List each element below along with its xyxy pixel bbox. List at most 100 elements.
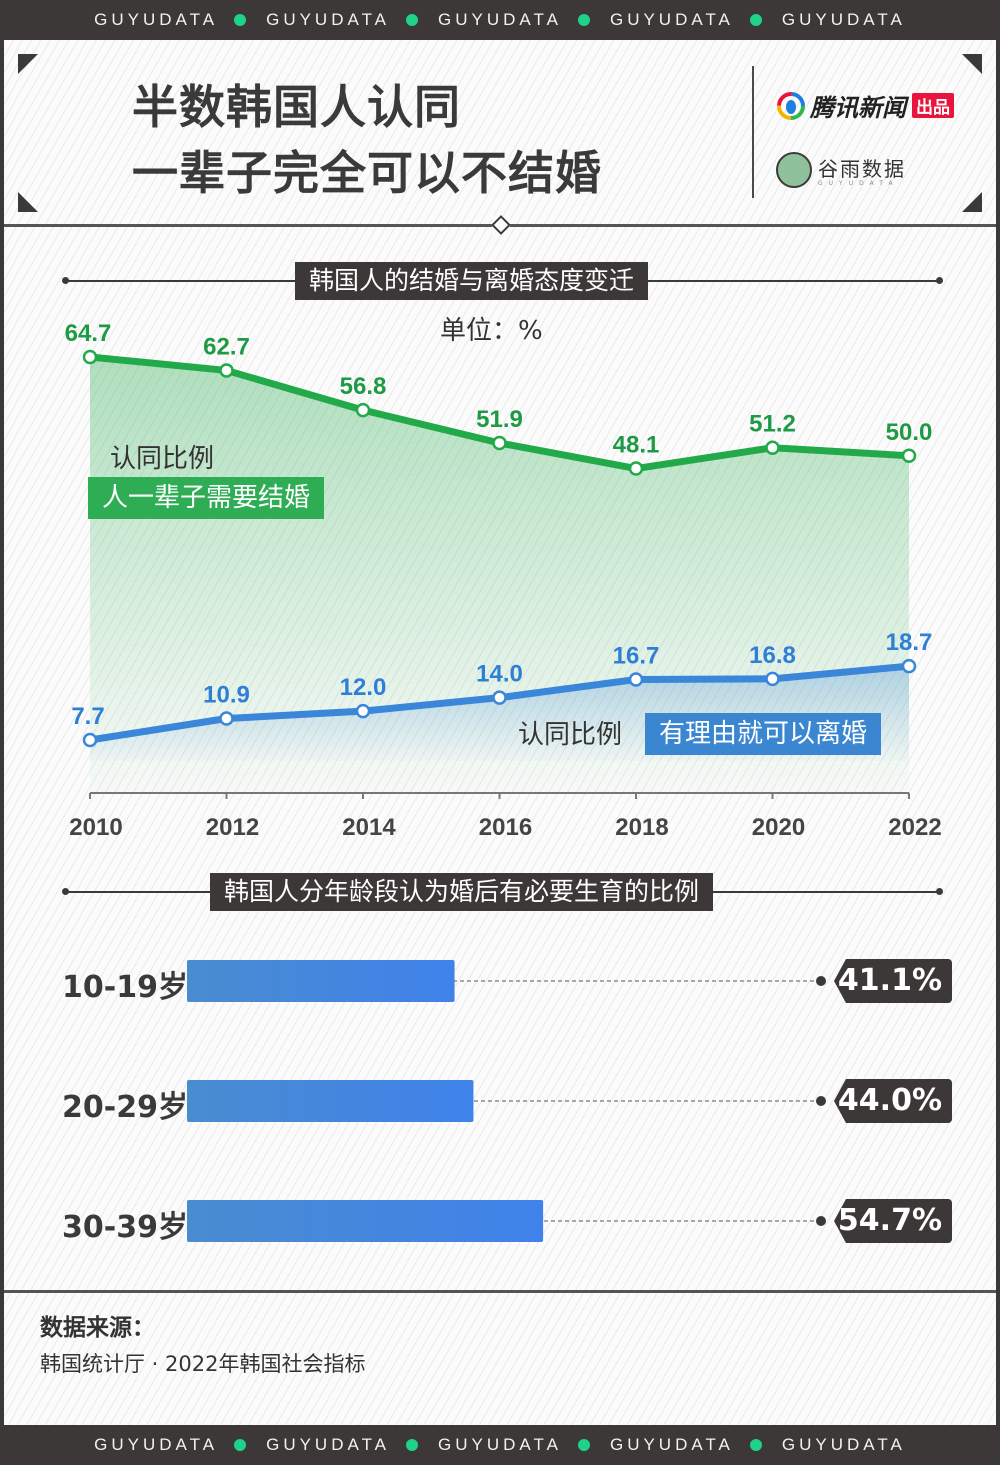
band-item: GUYUDATA — [266, 10, 438, 30]
data-point — [219, 711, 234, 726]
rule-end-dot — [62, 277, 69, 284]
guyu-en-label: GUYUDATA — [818, 180, 899, 187]
green-dot-icon — [577, 14, 590, 26]
age-group-label: 10-19岁 — [62, 970, 188, 1005]
bottom-brand-band: GUYUDATA GUYUDATA GUYUDATA GUYUDATA GUYU… — [0, 1425, 1000, 1465]
green-legend-label: 人一辈子需要结婚 — [88, 477, 325, 519]
band-word: GUYUDATA — [94, 1435, 219, 1454]
band-word: GUYUDATA — [266, 10, 391, 29]
header-divider — [752, 66, 754, 198]
tag-dot-icon — [816, 1096, 826, 1106]
x-tick-label: 2020 — [752, 814, 805, 840]
data-point — [355, 402, 371, 418]
band-item: GUYUDATA — [266, 1435, 438, 1455]
corner-triangle-icon — [18, 192, 38, 212]
green-legend-caption: 认同比例 — [110, 444, 215, 474]
band-word: GUYUDATA — [94, 10, 219, 29]
tencent-news-label: 腾讯新闻 — [810, 94, 906, 122]
data-label: 64.7 — [65, 320, 112, 347]
data-label: 10.9 — [203, 681, 250, 708]
data-label: 16.7 — [613, 643, 660, 670]
data-point — [492, 690, 507, 705]
tag-dot-icon — [816, 1216, 826, 1226]
data-label: 51.9 — [476, 406, 523, 433]
data-point — [82, 349, 98, 365]
rule-end-dot — [62, 888, 69, 895]
source-label: 数据来源： — [40, 1315, 155, 1341]
x-tick-label: 2018 — [615, 814, 668, 840]
band-item: GUYUDATA — [610, 1435, 782, 1455]
blue-legend-label: 有理由就可以离婚 — [645, 713, 882, 755]
bird-icon — [776, 152, 812, 188]
data-point — [492, 435, 507, 451]
tencent-news-logo: 腾讯新闻 出品 — [776, 88, 954, 123]
x-tick-label: 2010 — [69, 814, 122, 840]
bar-chart-title: 韩国人分年龄段认为婚后有必要生育的比例 — [210, 873, 714, 911]
band-item: GUYUDATA — [94, 1435, 266, 1455]
source-text: 韩国统计厅 · 2022年韩国社会指标 — [40, 1352, 366, 1376]
green-dot-icon — [234, 14, 247, 26]
band-word: GUYUDATA — [438, 10, 562, 29]
green-dot-icon — [749, 1439, 762, 1451]
data-point — [628, 461, 644, 476]
band-word: GUYUDATA — [781, 10, 906, 29]
band-word: GUYUDATA — [609, 1435, 734, 1454]
data-point — [765, 671, 780, 687]
data-point — [82, 732, 98, 748]
x-tick-label: 2014 — [342, 814, 396, 840]
guyu-cn-label: 谷雨数据 — [818, 157, 906, 181]
title-line-2: 一辈子完全可以不结婚 — [132, 146, 602, 200]
x-tick-label: 2022 — [888, 814, 941, 840]
corner-triangle-icon — [18, 54, 38, 74]
age-group-label: 30-39岁 — [62, 1210, 188, 1245]
green-dot-icon — [234, 1439, 247, 1451]
data-label: 51.2 — [749, 411, 796, 438]
green-dot-icon — [577, 1439, 590, 1451]
data-label: 7.7 — [71, 703, 104, 730]
data-point — [355, 703, 371, 719]
data-label: 62.7 — [203, 333, 250, 360]
data-point — [219, 363, 234, 378]
band-word: GUYUDATA — [438, 1435, 562, 1454]
footer-divider — [4, 1290, 996, 1293]
data-label: 50.0 — [886, 419, 933, 446]
tencent-news-icon — [777, 91, 805, 120]
band-item: GUYUDATA — [438, 10, 610, 30]
green-dot-icon — [749, 14, 762, 26]
band-item: GUYUDATA — [782, 1435, 906, 1455]
green-dot-icon — [406, 1439, 419, 1451]
data-label: 56.8 — [340, 373, 387, 400]
infographic-paper: 半数韩国人认同 一辈子完全可以不结婚 腾讯新闻 出品 谷雨数据 GUYUDATA… — [4, 40, 996, 1425]
guyu-data-logo: 谷雨数据 GUYUDATA — [776, 152, 906, 188]
value-tag: 41.1% — [834, 959, 952, 1003]
rule-end-dot — [936, 277, 943, 284]
band-item: GUYUDATA — [438, 1435, 610, 1455]
bar — [187, 1080, 474, 1122]
band-word: GUYUDATA — [781, 1435, 906, 1454]
title-line-1: 半数韩国人认同 — [132, 80, 461, 134]
green-dot-icon — [406, 14, 419, 26]
age-group-label: 20-29岁 — [62, 1090, 188, 1125]
blue-legend-caption: 认同比例 — [518, 720, 623, 750]
data-point — [901, 658, 917, 674]
data-point — [628, 672, 644, 687]
data-label: 12.0 — [340, 674, 387, 701]
corner-triangle-icon — [962, 192, 982, 212]
value-tag: 54.7% — [834, 1199, 952, 1243]
data-label: 18.7 — [886, 629, 933, 656]
bar — [187, 960, 455, 1002]
corner-triangle-icon — [962, 54, 982, 74]
rule-end-dot — [936, 888, 943, 895]
x-tick-label: 2016 — [479, 814, 532, 840]
data-label: 14.0 — [476, 661, 523, 688]
x-tick-label: 2012 — [206, 814, 259, 840]
data-point — [901, 448, 917, 464]
top-brand-band: GUYUDATA GUYUDATA GUYUDATA GUYUDATA GUYU… — [0, 0, 1000, 40]
line-chart-title: 韩国人的结婚与离婚态度变迁 — [295, 262, 649, 300]
data-label: 16.8 — [749, 642, 796, 669]
data-point — [765, 440, 780, 455]
band-item: GUYUDATA — [782, 10, 906, 30]
produced-badge: 出品 — [912, 93, 954, 118]
tag-dot-icon — [816, 976, 826, 986]
band-word: GUYUDATA — [609, 10, 734, 29]
